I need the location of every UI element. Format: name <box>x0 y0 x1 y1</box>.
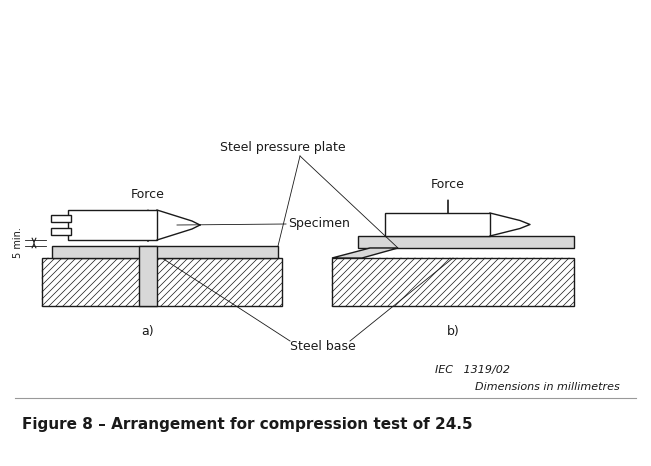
Text: IEC   1319/02: IEC 1319/02 <box>435 365 510 375</box>
Text: Specimen: Specimen <box>288 218 350 231</box>
Text: Dimensions in millimetres: Dimensions in millimetres <box>475 382 620 392</box>
Text: Force: Force <box>131 189 165 201</box>
Text: Force: Force <box>431 178 465 192</box>
Bar <box>51 228 71 235</box>
Bar <box>68 210 157 240</box>
Text: b): b) <box>447 324 460 337</box>
Bar <box>51 215 71 222</box>
Text: Steel pressure plate: Steel pressure plate <box>220 141 346 154</box>
Text: Figure 8 – Arrangement for compression test of 24.5: Figure 8 – Arrangement for compression t… <box>22 417 473 432</box>
Bar <box>42 258 282 306</box>
Bar <box>358 236 574 248</box>
Text: 5 min.: 5 min. <box>13 227 23 259</box>
Text: a): a) <box>142 324 154 337</box>
Polygon shape <box>332 248 398 258</box>
Text: Steel base: Steel base <box>290 340 355 352</box>
Bar <box>139 246 157 306</box>
Bar <box>52 246 278 258</box>
Bar <box>385 213 490 236</box>
Bar <box>332 258 574 306</box>
